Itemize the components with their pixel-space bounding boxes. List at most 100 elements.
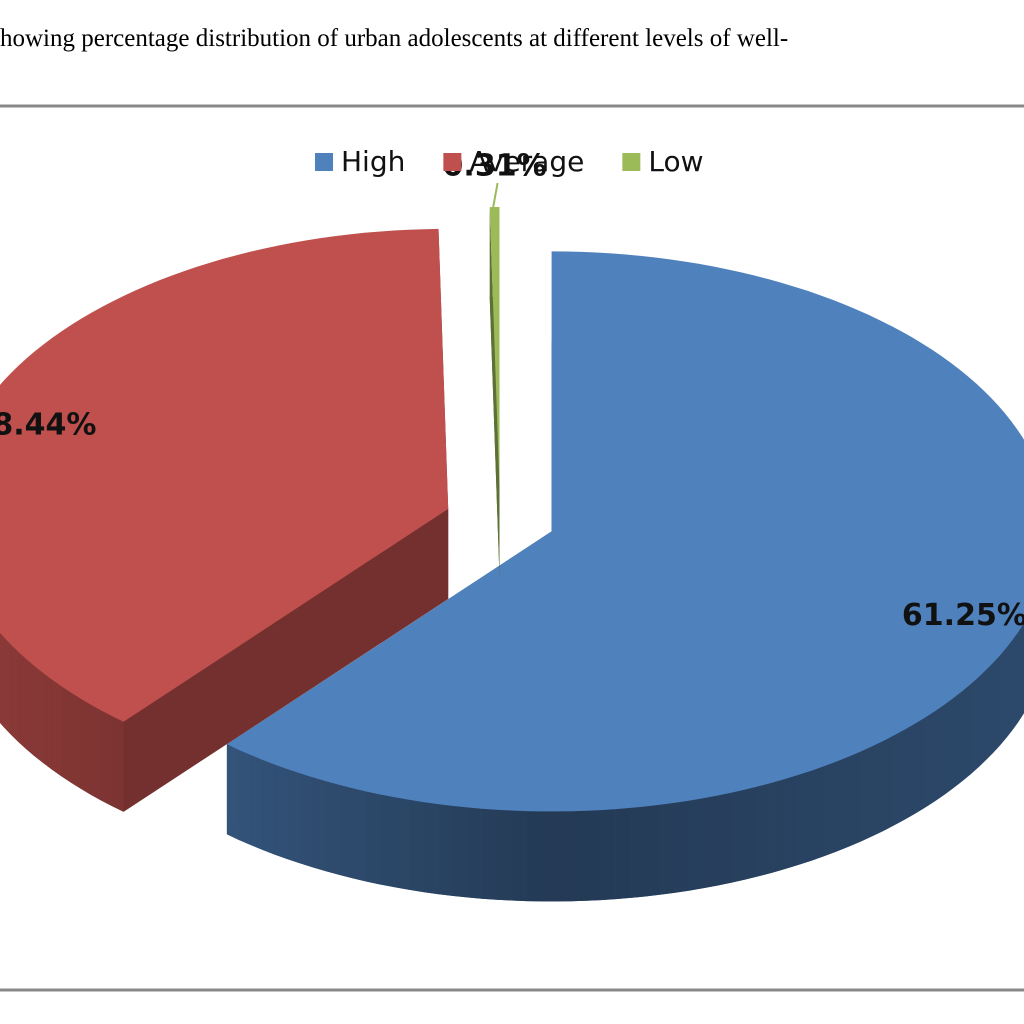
slice-side [556, 811, 572, 902]
slice-side [18, 651, 27, 749]
legend: High Average Low [315, 145, 703, 178]
slice-side [785, 774, 799, 869]
slice-side [326, 781, 340, 875]
slice-side [962, 684, 971, 782]
slice-side [238, 749, 251, 845]
legend-label: Average [469, 145, 584, 178]
slice-side [80, 698, 91, 795]
slice-side [287, 769, 300, 864]
slice-side [860, 746, 872, 842]
slice-side [904, 723, 916, 820]
slice-side [226, 744, 239, 840]
slice-side [894, 729, 905, 826]
slice-side [744, 786, 759, 880]
slice-side [925, 711, 936, 808]
slice-side [112, 716, 124, 812]
slice-side [262, 759, 275, 855]
slice-side [339, 784, 353, 879]
data-label: 61.25% [902, 598, 1024, 633]
slice-side [452, 805, 468, 898]
slice-side [409, 799, 424, 893]
slice-side [1000, 647, 1007, 746]
slice-side [42, 672, 52, 770]
slice-side [299, 773, 313, 868]
slice-top [489, 207, 500, 487]
slice-side [823, 761, 837, 857]
pie: 61.25%38.44%0.31% [0, 149, 1024, 902]
slice-side [437, 804, 453, 896]
legend-label: High [341, 145, 405, 178]
chart-title: howing percentage distribution of urban … [0, 25, 788, 52]
slice-side [541, 811, 557, 902]
slice-side [423, 802, 438, 895]
slice-side [10, 644, 19, 742]
slice-side [0, 632, 4, 728]
slice-side [51, 679, 61, 776]
slice-side [1018, 624, 1024, 723]
legend-swatch [443, 153, 462, 171]
slice-side [731, 789, 745, 883]
slice-side [101, 710, 113, 807]
slice-side [90, 704, 102, 801]
slice [226, 251, 1024, 902]
slice-side [496, 809, 512, 901]
slice-side [26, 659, 35, 756]
slice-top [226, 251, 1024, 812]
slice-side [70, 692, 81, 789]
slice-side [586, 810, 601, 901]
slice-side [935, 704, 945, 802]
slice-side [615, 807, 631, 900]
slice-side [883, 735, 895, 831]
slice-side [871, 741, 884, 837]
slice-side [571, 810, 586, 902]
slice-wall [489, 207, 500, 577]
slice-side [953, 691, 963, 788]
slice-side [61, 686, 71, 783]
slice-side [274, 764, 287, 859]
slice-side [630, 806, 646, 898]
slice-side [811, 766, 824, 861]
slice-side [717, 792, 732, 886]
slice-side [645, 804, 660, 897]
slice-side [993, 655, 1001, 753]
slice-side [394, 797, 409, 890]
legend-label: Low [648, 145, 703, 178]
slice-top [0, 228, 449, 722]
legend-swatch [622, 153, 641, 171]
slice-side [944, 697, 954, 795]
slice-side [970, 677, 979, 775]
leader-line [490, 182, 499, 216]
slice-side [34, 666, 43, 763]
slice-side [848, 751, 861, 847]
slice [489, 207, 500, 577]
slice-side [772, 778, 786, 873]
slice-side [511, 810, 527, 902]
slice-side [798, 770, 812, 865]
slice-side [467, 807, 482, 899]
slice-side [688, 798, 703, 891]
slice-side [659, 802, 675, 895]
slice-side [674, 800, 689, 893]
legend-swatch [315, 153, 333, 171]
slice-side [353, 788, 367, 882]
slice-side [702, 795, 718, 889]
slice-side [1012, 632, 1019, 730]
slice-side [250, 754, 263, 850]
slice-side [915, 717, 926, 814]
slice-side [3, 637, 11, 735]
slice-side [758, 782, 773, 877]
slice-side [312, 777, 326, 872]
slice-side [1006, 640, 1013, 738]
slice-side [600, 809, 616, 901]
slice-side [526, 811, 542, 902]
slice-side [481, 808, 497, 900]
slice-side [366, 791, 381, 885]
slice-side [836, 756, 849, 852]
slice [0, 228, 449, 812]
slice-side [380, 794, 395, 888]
slice-wall [123, 508, 449, 812]
slice-side [986, 662, 994, 760]
data-label: 38.44% [0, 407, 96, 442]
